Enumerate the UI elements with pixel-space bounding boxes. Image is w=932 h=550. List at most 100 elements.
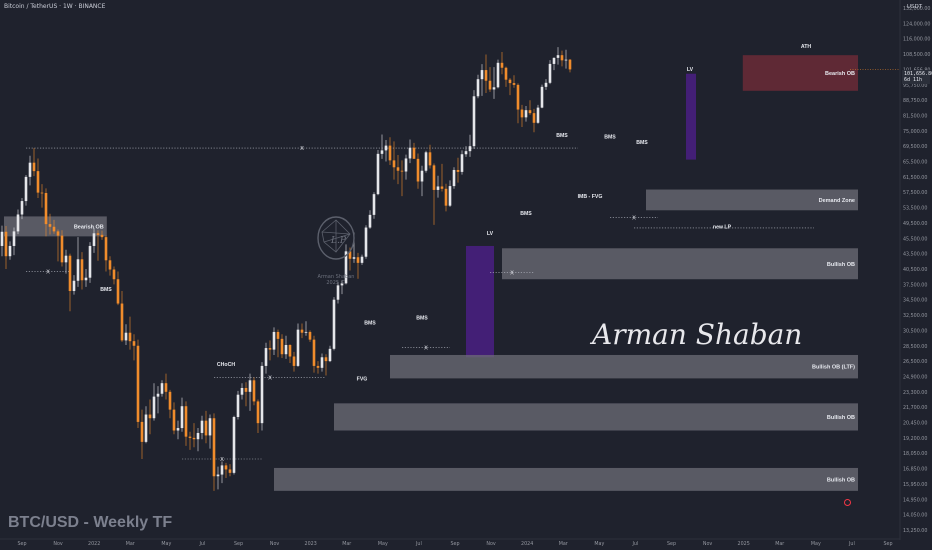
candle-body xyxy=(476,79,480,97)
zone-label: Bullish OB xyxy=(827,262,855,268)
candle-body xyxy=(176,428,180,431)
price-tick-label: 81,500.00 xyxy=(903,113,927,119)
time-tick-label: Mar xyxy=(775,541,784,547)
chart-annotation: BMS xyxy=(636,140,648,146)
author-signature: Arman Shaban xyxy=(592,318,803,351)
time-tick-label: Jul xyxy=(632,541,639,547)
candle-body xyxy=(400,170,404,172)
candle-body xyxy=(140,421,144,442)
price-tick-label: 21,700.00 xyxy=(903,405,927,411)
candle-body xyxy=(112,269,116,280)
candle-body xyxy=(12,231,16,246)
candle-body xyxy=(188,436,192,438)
candle-body xyxy=(248,380,252,392)
price-tick-label: 13,250.00 xyxy=(903,528,927,534)
price-tick-label: 40,500.00 xyxy=(903,267,927,273)
candle-body xyxy=(528,110,532,114)
price-tick-label: 65,500.00 xyxy=(903,160,927,166)
candle-body xyxy=(360,256,364,263)
chart-annotation: LV xyxy=(687,67,694,73)
candle-body xyxy=(560,55,564,61)
chart-annotation: BMS xyxy=(520,211,532,217)
price-tick-label: 24,900.00 xyxy=(903,374,927,380)
candle-body xyxy=(56,231,60,236)
chart-annotation: BMS xyxy=(556,133,568,139)
candle-body xyxy=(4,231,8,257)
price-tick-label: 16,850.00 xyxy=(903,467,927,473)
candle-body xyxy=(332,299,336,349)
order-block-zone xyxy=(4,216,107,237)
candle-body xyxy=(196,432,200,440)
candle-body xyxy=(256,401,260,424)
candle-body xyxy=(468,146,472,152)
candle-body xyxy=(504,67,508,80)
candle-body xyxy=(340,283,344,286)
candle-body xyxy=(200,420,204,433)
time-tick-label: Sep xyxy=(667,541,676,547)
price-tick-label: 20,450.00 xyxy=(903,421,927,427)
candle-body xyxy=(128,332,132,342)
order-block-zone xyxy=(646,189,858,211)
candle-body xyxy=(356,257,360,263)
price-tick-label: 14,950.00 xyxy=(903,497,927,503)
impulse-zone xyxy=(466,245,494,358)
candle-body xyxy=(448,186,452,206)
candle-body xyxy=(428,152,432,166)
candle-body xyxy=(160,383,164,394)
price-tick-label: 49,500.00 xyxy=(903,221,927,227)
price-axis[interactable]: 132,000.00 124,000.00 116,000.00 108,500.00… xyxy=(850,0,930,540)
zone-layer: Bearish OB Bearish OB Demand Zone Bullish O… xyxy=(4,55,858,491)
candle-body xyxy=(44,193,48,225)
candle-body xyxy=(396,167,400,171)
candle-body xyxy=(348,251,352,259)
time-tick-label: 2024 xyxy=(521,541,533,547)
candle-body xyxy=(168,391,172,410)
candle-body xyxy=(32,162,36,172)
candle-body xyxy=(308,331,312,340)
candle-body xyxy=(288,344,292,357)
price-tick-label: 124,000.00 xyxy=(903,21,930,27)
time-tick-label: May xyxy=(594,541,604,547)
candle-body xyxy=(228,469,232,473)
zone-label: Bullish OB xyxy=(827,477,855,483)
price-tick-label: 14,050.00 xyxy=(903,513,927,519)
price-tick-label: 37,500.00 xyxy=(903,282,927,288)
zone-label: Demand Zone xyxy=(819,198,855,204)
price-tick-label: 132,000.00 xyxy=(903,6,930,12)
time-axis[interactable]: Sep Nov 2022 Mar May Jul Sep Nov 2023 Mar May Jul Se… xyxy=(0,538,900,547)
candle-body xyxy=(104,237,108,261)
chat-bubble-icon[interactable] xyxy=(844,499,851,506)
candle-body xyxy=(352,257,356,259)
candle-body xyxy=(516,84,520,110)
candle-body xyxy=(276,331,280,339)
chart-annotation: IMB - FVG xyxy=(578,194,603,200)
candle-body xyxy=(80,259,84,281)
candle-body xyxy=(416,158,420,182)
candle-body xyxy=(192,437,196,440)
candle-body xyxy=(164,383,168,392)
candle-body xyxy=(320,357,324,368)
annotation-layer: BMS CHoCH BMS BMS FVG LV BMS BMS BMS BMS IMB - FVG… xyxy=(100,44,811,382)
candle-body xyxy=(204,420,208,436)
candle-body xyxy=(272,331,276,350)
candle-layer xyxy=(0,47,572,491)
candle-body xyxy=(244,387,248,392)
price-tick-label: 75,000.00 xyxy=(903,129,927,135)
candle-body xyxy=(292,356,296,366)
candle-body xyxy=(92,233,96,246)
time-tick-label: Jul xyxy=(199,541,206,547)
symbol-title[interactable]: Bitcoin / TetherUS · 1W · BINANCE xyxy=(4,3,106,10)
candle-body xyxy=(368,214,372,228)
price-tick-label: 53,500.00 xyxy=(903,206,927,212)
price-tick-label: 116,000.00 xyxy=(903,37,930,43)
candle-body xyxy=(184,406,188,437)
chart-annotation: ATH xyxy=(801,44,812,50)
candle-body xyxy=(124,332,128,341)
candle-body xyxy=(548,63,552,83)
price-tick-label: 18,050.00 xyxy=(903,451,927,457)
candle-body xyxy=(148,414,152,419)
candle-body xyxy=(544,82,548,87)
order-block-zone xyxy=(390,354,858,379)
candle-body xyxy=(328,348,332,362)
